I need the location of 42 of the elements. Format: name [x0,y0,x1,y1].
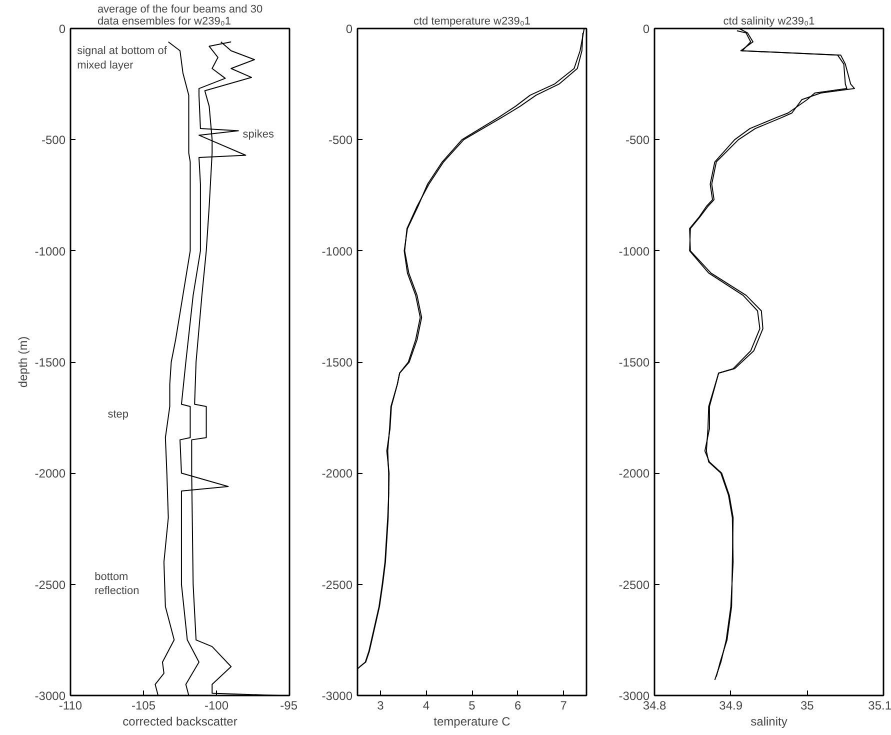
y-tick-label: -1000 [322,244,353,258]
annotation: step [108,408,129,421]
y-tick-label: -500 [328,133,353,148]
x-axis-title: corrected backscatter [122,714,238,728]
x-tick-label: 4 [422,698,430,712]
x-tick-label: 6 [514,698,522,712]
chart-title: ctd salinity w239₀1 [723,16,815,28]
y-tick-label: -1500 [322,356,353,370]
x-tick-label: 3 [377,698,384,712]
x-tick-label: -105 [131,698,156,712]
y-tick-label: -1500 [618,356,650,370]
x-tick-label: -100 [204,698,229,712]
y-tick-label: -500 [625,133,650,148]
annotation: signal at bottom of mixed layer [77,45,168,72]
y-axis-title: depth (m) [16,336,30,388]
y-tick-label: -1000 [618,244,650,258]
y-tick-label: -2500 [618,578,650,592]
x-tick-label: 5 [468,698,476,712]
y-tick-label: -2000 [618,466,650,481]
y-tick-label: 0 [58,22,66,36]
y-tick-label: -2000 [34,466,66,481]
y-tick-label: 0 [642,22,650,36]
y-tick-label: 0 [346,22,353,36]
y-tick-label: -1500 [34,356,66,370]
x-axis-title: salinity [750,714,788,728]
y-tick-label: -1000 [34,244,66,258]
x-tick-label: -95 [280,698,298,712]
x-tick-label: 35 [800,698,814,712]
chart-title: ctd temperature w239₀1 [413,16,531,28]
y-tick-label: -500 [41,133,66,148]
x-tick-label: 34.8 [642,698,667,712]
annotation: spikes [242,128,274,141]
y-tick-label: -2000 [322,466,353,481]
annotation: bottom reflection [94,570,140,598]
y-tick-label: -2500 [322,578,353,592]
x-axis-title: temperature C [434,714,511,728]
y-tick-label: -2500 [34,578,66,592]
chart-title: average of the four beams and 30 data ensembles for w239₀1 [97,4,263,28]
x-tick-label: 7 [560,698,568,712]
x-tick-label: 34.9 [719,698,743,712]
x-tick-label: 35.1 [868,698,891,712]
y-tick-label: -3000 [322,689,353,703]
